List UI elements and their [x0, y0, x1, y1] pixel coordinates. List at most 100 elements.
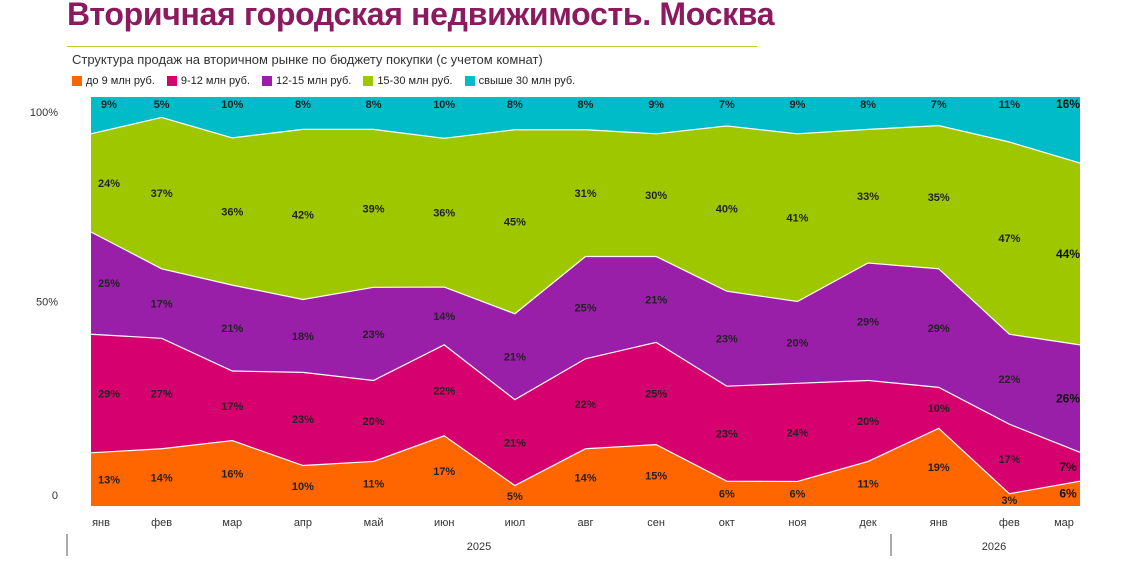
data-label: 22% [433, 385, 455, 397]
data-label: 21% [504, 438, 526, 450]
x-tick-label: фев [999, 517, 1020, 529]
data-label: 7% [931, 99, 947, 111]
value-labels: 13% 14% 16% 10% 11% 17% 5% 14% 15% 6% 6% 11% 19% 3% 6%… [98, 97, 1080, 507]
data-label: 14% [574, 472, 596, 484]
legend-swatch [166, 76, 177, 86]
y-tick-label: 50% [36, 297, 58, 309]
data-label: 45% [504, 217, 526, 229]
data-label: 14% [433, 311, 455, 323]
data-label: 7% [719, 99, 735, 111]
y-tick-label: 100% [30, 107, 58, 119]
legend-swatch [262, 76, 273, 86]
x-tick-label: мар [1054, 517, 1074, 529]
data-label: 8% [507, 99, 523, 111]
data-label: 7% [1059, 460, 1077, 474]
y-tick-label: 0 [52, 490, 58, 502]
data-label: 10% [928, 403, 950, 415]
year-label: 2026 [982, 541, 1006, 553]
data-label: 25% [574, 303, 596, 315]
data-label: 9% [789, 99, 805, 111]
data-label: 29% [98, 389, 120, 401]
data-label: 25% [98, 278, 120, 290]
data-label: 40% [716, 204, 738, 216]
data-label: 24% [98, 178, 120, 190]
data-label: 11% [999, 99, 1021, 111]
area-boundary-line [90, 333, 1081, 453]
data-label: 17% [433, 466, 455, 478]
data-label: 17% [221, 401, 243, 413]
data-label: 17% [151, 299, 173, 311]
legend-swatch [464, 76, 475, 86]
data-label: 13% [98, 474, 120, 486]
legend-item: 12-15 млн руб. [262, 75, 351, 87]
legend-item: 15-30 млн руб. [363, 75, 453, 87]
data-label: 6% [719, 489, 735, 501]
x-tick-label: апр [294, 517, 312, 529]
area-4 [91, 117, 1080, 345]
data-label: 10% [292, 481, 314, 493]
area-1 [91, 428, 1080, 506]
data-label: 11% [857, 479, 879, 491]
data-label: 24% [786, 427, 808, 439]
data-label: 23% [716, 429, 738, 441]
legend-label: 12-15 млн руб. [276, 75, 352, 87]
x-tick-label: янв [92, 517, 110, 529]
data-label: 3% [1001, 495, 1017, 507]
legend-swatch [363, 76, 374, 86]
data-label: 10% [221, 99, 243, 111]
data-label: 39% [363, 203, 385, 215]
data-label: 29% [928, 323, 950, 335]
data-label: 29% [857, 317, 879, 329]
data-label: 20% [786, 337, 808, 349]
data-label: 8% [860, 99, 876, 111]
data-label: 23% [716, 334, 738, 346]
x-tick-label: авг [578, 517, 594, 529]
x-tick-label: янв [930, 517, 948, 529]
data-label: 8% [295, 99, 311, 111]
data-label: 27% [151, 389, 173, 401]
legend-item: до 9 млн руб. [72, 75, 155, 87]
data-label: 22% [998, 374, 1020, 386]
data-label: 16% [221, 468, 243, 480]
data-label: 42% [292, 209, 314, 221]
x-tick-label: июл [505, 517, 526, 529]
data-label: 21% [645, 294, 667, 306]
chart-subtitle: Структура продаж на вторичном рынке по б… [72, 52, 543, 67]
data-label: 36% [433, 208, 455, 220]
data-label: 17% [998, 454, 1020, 466]
legend-item: свыше 30 млн руб. [464, 75, 575, 87]
data-label: 16% [1056, 97, 1080, 111]
data-label: 25% [645, 389, 667, 401]
area-boundary-line [90, 116, 1081, 164]
x-tick-label: дек [859, 517, 877, 529]
x-tick-label: сен [647, 517, 665, 529]
title-divider [67, 46, 757, 47]
data-label: 21% [504, 352, 526, 364]
legend: до 9 млн руб. 9-12 млн руб. 12-15 млн руб.… [72, 75, 575, 87]
data-label: 26% [1056, 392, 1080, 406]
data-label: 14% [151, 472, 173, 484]
x-tick-label: окт [719, 517, 735, 529]
legend-label: 9-12 млн руб. [180, 75, 251, 87]
area-boundary-line [90, 427, 1081, 495]
data-label: 15% [645, 470, 667, 482]
area-layers [90, 97, 1081, 506]
legend-label: до 9 млн руб. [86, 75, 155, 87]
data-label: 5% [507, 491, 523, 503]
chart-title: Вторичная городская недвижимость. Москва [67, 0, 775, 32]
data-label: 23% [292, 414, 314, 426]
data-label: 30% [645, 190, 667, 202]
data-label: 31% [574, 188, 596, 200]
data-label: 9% [648, 99, 664, 111]
data-label: 11% [363, 479, 385, 491]
data-label: 23% [363, 329, 385, 341]
data-label: 41% [786, 213, 808, 225]
data-label: 47% [998, 233, 1020, 245]
area-2 [91, 334, 1080, 494]
axes: 0 50% 100% янв фев мар апр май июн июл авг сен окт но… [30, 107, 1074, 556]
data-label: 10% [433, 99, 455, 111]
area-3 [91, 231, 1080, 453]
area-boundary-line [90, 231, 1081, 346]
x-tick-label: ноя [788, 517, 806, 529]
